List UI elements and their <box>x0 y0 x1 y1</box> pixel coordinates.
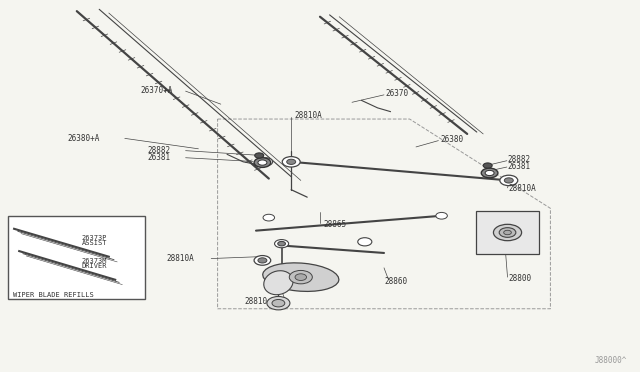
Circle shape <box>255 153 264 158</box>
Circle shape <box>254 256 271 265</box>
Text: J88000^: J88000^ <box>595 356 627 365</box>
Circle shape <box>295 274 307 280</box>
Circle shape <box>267 296 290 310</box>
Text: 28882: 28882 <box>147 146 170 155</box>
Circle shape <box>263 214 275 221</box>
Circle shape <box>483 163 492 168</box>
Text: 28865: 28865 <box>323 220 346 229</box>
Ellipse shape <box>263 263 339 291</box>
Text: 28800: 28800 <box>509 274 532 283</box>
Text: 28882: 28882 <box>508 155 531 164</box>
Circle shape <box>499 228 516 237</box>
Text: WIPER BLADE REFILLS: WIPER BLADE REFILLS <box>13 292 93 298</box>
Text: 26381: 26381 <box>147 153 170 162</box>
Circle shape <box>504 178 513 183</box>
FancyBboxPatch shape <box>476 211 539 254</box>
Circle shape <box>258 160 267 165</box>
Ellipse shape <box>264 271 293 295</box>
Text: 26373M: 26373M <box>82 258 108 264</box>
Text: 26381: 26381 <box>508 162 531 171</box>
Text: 26370: 26370 <box>386 89 409 98</box>
Text: 28810: 28810 <box>244 297 268 306</box>
Circle shape <box>282 157 300 167</box>
Circle shape <box>493 224 522 241</box>
Circle shape <box>485 170 494 176</box>
Text: 28810A: 28810A <box>294 111 322 120</box>
Circle shape <box>481 168 498 178</box>
Circle shape <box>504 230 511 235</box>
Text: 26373P: 26373P <box>82 235 108 241</box>
Circle shape <box>289 270 312 284</box>
Text: DRIVER: DRIVER <box>82 263 108 269</box>
Text: 26370+A: 26370+A <box>141 86 173 94</box>
Bar <box>8 216 145 299</box>
Text: 26380: 26380 <box>440 135 463 144</box>
Circle shape <box>258 258 267 263</box>
Circle shape <box>358 238 372 246</box>
Text: 28860: 28860 <box>384 277 407 286</box>
Circle shape <box>259 158 273 166</box>
Circle shape <box>275 240 289 248</box>
Circle shape <box>436 212 447 219</box>
Circle shape <box>287 159 296 164</box>
Text: 28810A: 28810A <box>509 185 536 193</box>
Circle shape <box>272 299 285 307</box>
Text: 28810A: 28810A <box>166 254 194 263</box>
Text: ASSIST: ASSIST <box>82 240 108 246</box>
Circle shape <box>262 160 269 164</box>
Text: 26380+A: 26380+A <box>67 134 100 143</box>
Circle shape <box>500 175 518 186</box>
Circle shape <box>278 241 285 246</box>
Circle shape <box>254 158 271 167</box>
